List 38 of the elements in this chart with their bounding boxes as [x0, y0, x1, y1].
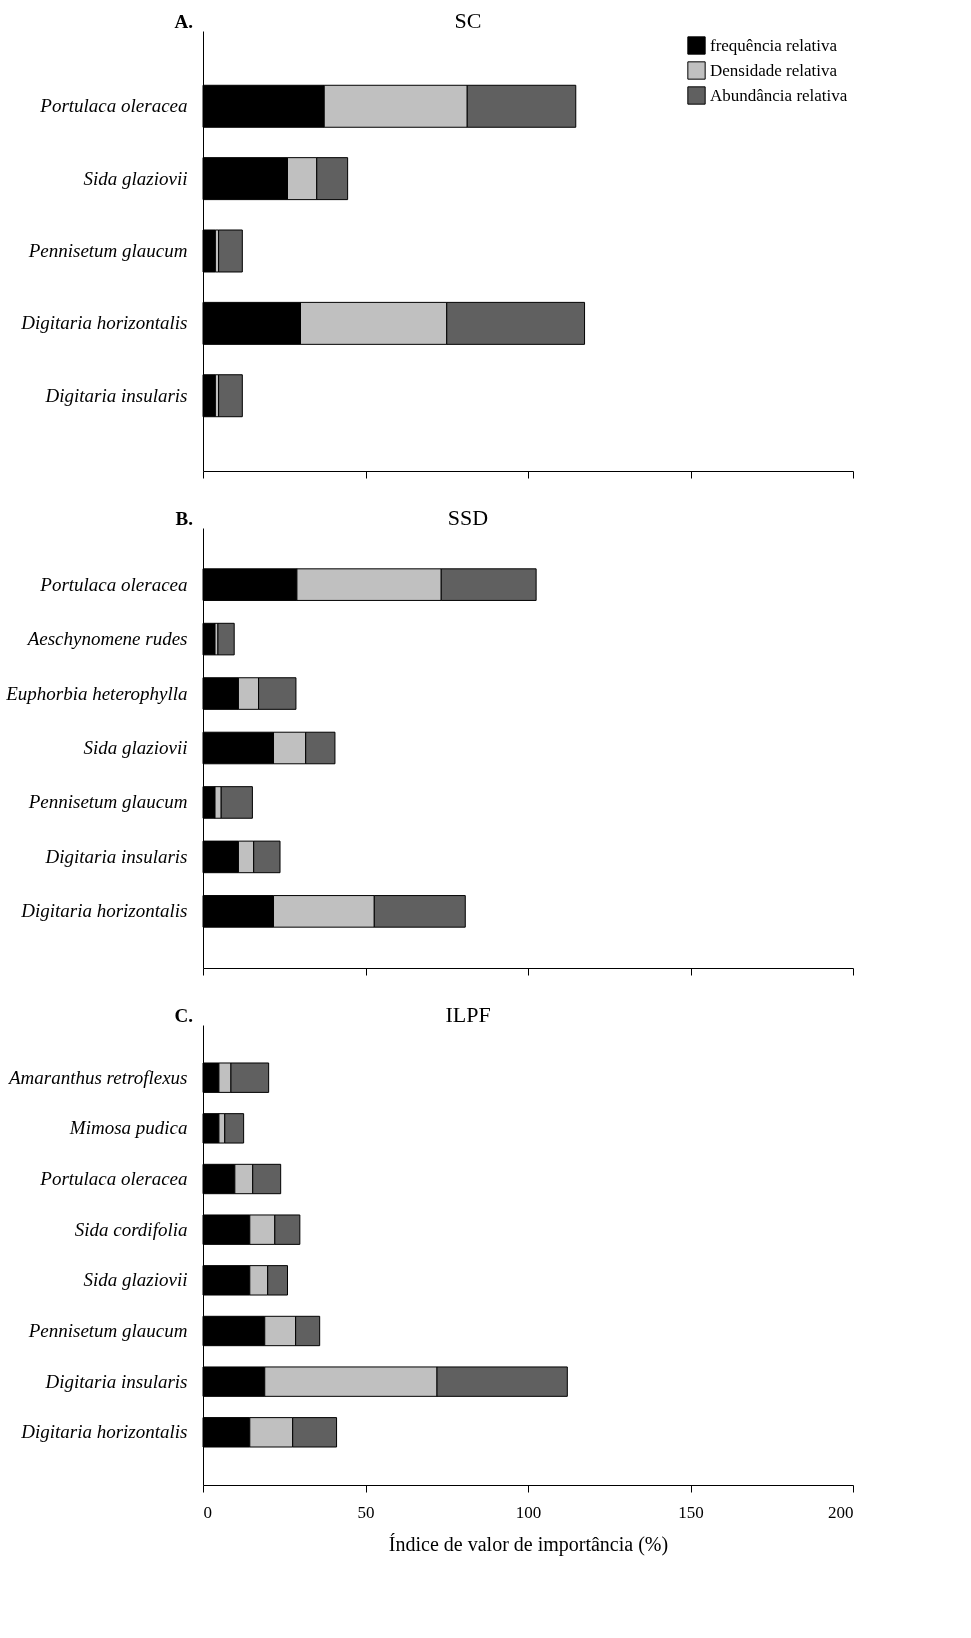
y-tick-label: Digitaria horizontalis: [20, 1421, 188, 1443]
y-tick-label: Sida glaziovii: [83, 737, 188, 758]
x-tick-label: 150: [678, 1502, 704, 1522]
legend-label: Abundância relativa: [710, 85, 848, 105]
legend-label: Densidade relativa: [710, 60, 838, 80]
bar: [218, 374, 243, 418]
bar: [217, 622, 235, 656]
text: A.: [174, 11, 193, 32]
chart-title: SSD: [447, 505, 489, 530]
x-tick-label: 50: [357, 1502, 375, 1522]
legend-label: frequência relativa: [710, 35, 838, 55]
y-tick-label: Portulaca oleracea: [39, 573, 188, 595]
bar: [218, 229, 243, 273]
text: C.: [174, 1005, 193, 1026]
y-tick-label: Amaranthus retroflexus: [6, 1066, 188, 1088]
y-tick-label: Digitaria insularis: [44, 845, 188, 867]
y-tick-label: Sida glaziovii: [83, 1269, 188, 1291]
y-tick-label: Digitaria insularis: [44, 384, 188, 406]
y-tick-label: Pennisetum glaucum: [27, 240, 188, 261]
chart-title: ILPF: [445, 1002, 491, 1027]
y-tick-label: Mimosa pudica: [68, 1117, 188, 1139]
y-tick-label: Pennisetum glaucum: [27, 791, 188, 813]
y-tick-label: Euphorbia heterophylla: [5, 682, 188, 704]
y-tick-label: Pennisetum glaucum: [27, 1319, 188, 1341]
y-tick-label: Digitaria horizontalis: [20, 312, 188, 334]
x-tick-label: 200: [828, 1502, 854, 1522]
y-tick-label: Portulaca oleracea: [39, 1168, 188, 1190]
x-tick-label: 100: [515, 1502, 542, 1522]
x-axis-title: Índice de valor de importância (%): [388, 1532, 669, 1556]
y-tick-label: Digitaria horizontalis: [20, 900, 188, 922]
text: B.: [175, 508, 193, 529]
y-tick-label: Digitaria insularis: [44, 1370, 188, 1392]
y-tick-label: Aeschynomene rudes: [25, 628, 188, 650]
y-tick-label: Portulaca oleracea: [39, 95, 188, 117]
chart-title: SC: [454, 8, 482, 33]
y-tick-label: Sida cordifolia: [74, 1218, 188, 1240]
y-tick-label: Sida glaziovii: [83, 167, 188, 189]
x-tick-label: 0: [203, 1502, 212, 1522]
